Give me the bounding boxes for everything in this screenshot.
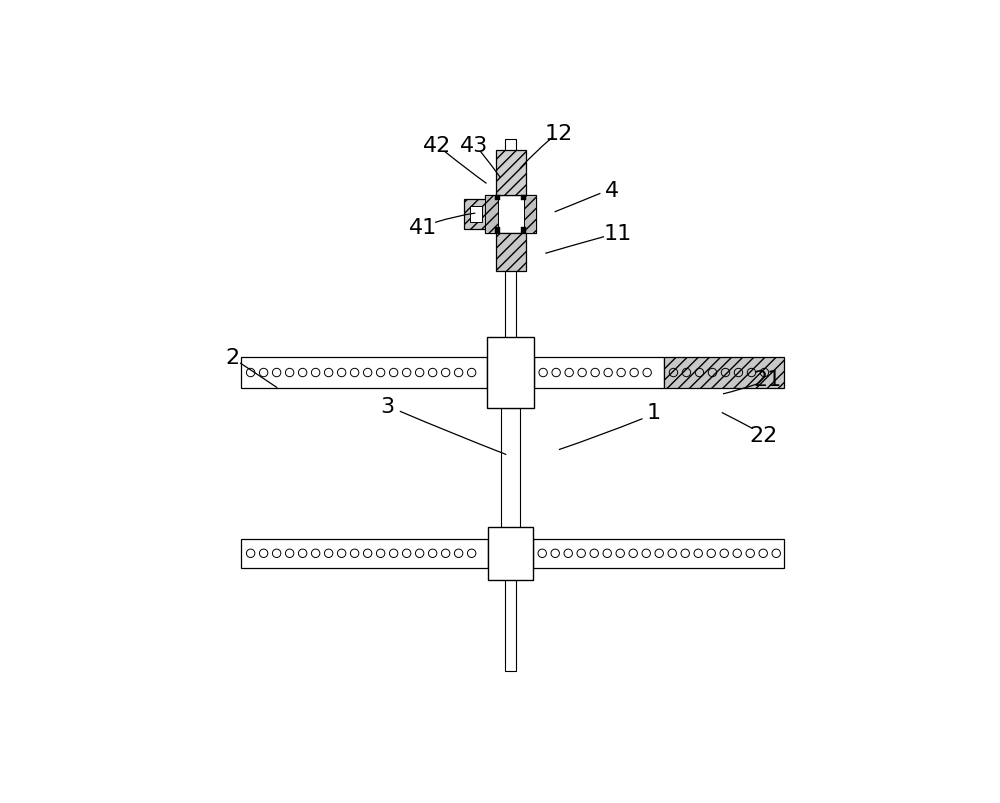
Text: 12: 12 xyxy=(545,124,573,144)
Bar xyxy=(488,528,533,580)
Text: 41: 41 xyxy=(409,218,437,238)
Bar xyxy=(485,195,498,234)
Bar xyxy=(496,234,526,272)
Text: 2: 2 xyxy=(226,348,240,367)
Bar xyxy=(464,200,488,230)
Text: 1: 1 xyxy=(647,403,661,423)
Bar xyxy=(487,337,534,409)
Bar xyxy=(495,228,500,234)
Text: 42: 42 xyxy=(423,136,451,156)
Bar xyxy=(495,195,500,201)
Bar xyxy=(521,195,526,201)
Text: 4: 4 xyxy=(604,181,619,200)
Bar xyxy=(470,206,482,222)
Bar xyxy=(524,195,536,234)
Text: 43: 43 xyxy=(460,136,488,156)
Bar xyxy=(501,409,520,528)
Text: 22: 22 xyxy=(749,426,777,445)
Bar xyxy=(241,357,487,389)
Bar xyxy=(534,357,664,389)
Text: 11: 11 xyxy=(604,224,632,243)
Bar xyxy=(533,540,784,568)
Bar xyxy=(664,357,784,389)
Text: 3: 3 xyxy=(380,397,395,417)
Bar xyxy=(485,195,536,234)
Bar xyxy=(505,140,516,671)
Bar xyxy=(521,228,526,234)
Bar xyxy=(496,151,526,195)
Text: 21: 21 xyxy=(753,369,782,389)
Bar xyxy=(241,540,488,568)
